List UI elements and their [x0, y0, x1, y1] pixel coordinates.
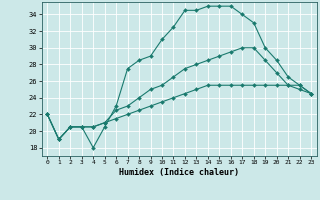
- X-axis label: Humidex (Indice chaleur): Humidex (Indice chaleur): [119, 168, 239, 177]
